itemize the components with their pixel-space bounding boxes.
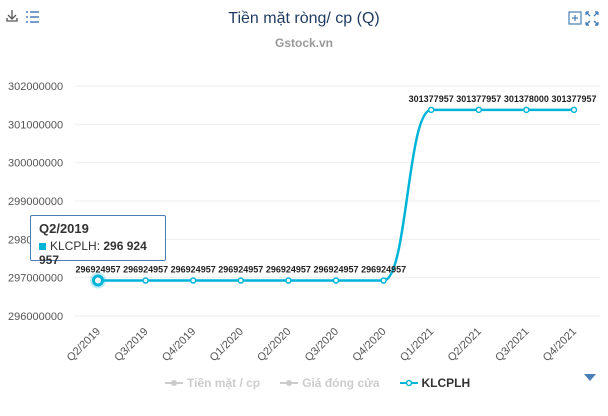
data-label: 301377957 — [551, 94, 596, 104]
data-label: 296924957 — [171, 265, 216, 275]
fullscreen-icon[interactable] — [585, 11, 599, 26]
legend-item-gia-dong-cua[interactable]: Giá đóng cửa — [280, 376, 380, 390]
data-label: 301377957 — [456, 94, 501, 104]
data-point[interactable] — [237, 277, 245, 284]
zoom-in-icon[interactable] — [568, 11, 582, 25]
y-tick-label: 297000000 — [8, 273, 63, 285]
x-tick-label: Q4/2019 — [160, 326, 198, 364]
x-tick-label: Q4/2020 — [350, 326, 388, 364]
legend-item-tien-mat[interactable]: Tiền mặt / cp — [165, 376, 260, 390]
data-label: 301377957 — [409, 94, 454, 104]
x-tick-label: Q2/2021 — [446, 326, 484, 364]
data-point[interactable] — [332, 277, 340, 284]
data-point[interactable] — [523, 106, 530, 114]
data-point[interactable] — [380, 277, 387, 284]
data-label: 296924957 — [313, 265, 358, 275]
data-point[interactable] — [427, 106, 435, 114]
y-tick-label: 300000000 — [8, 158, 63, 170]
legend-label: Giá đóng cửa — [302, 376, 380, 390]
y-tick-label: 299000000 — [8, 196, 63, 208]
tooltip-title: Q2/2019 — [39, 221, 89, 236]
x-tick-label: Q3/2021 — [493, 326, 531, 364]
data-point[interactable] — [92, 274, 104, 287]
x-tick-label: Q2/2019 — [65, 326, 103, 364]
data-label: 296924957 — [266, 265, 311, 275]
data-label: 301378000 — [504, 94, 549, 104]
data-label: 296924957 — [123, 265, 168, 275]
data-label: 296924957 — [75, 265, 120, 275]
data-point[interactable] — [142, 277, 149, 284]
legend-label: KLCPLH — [421, 376, 471, 390]
x-tick-label: Q3/2019 — [112, 326, 150, 364]
data-point[interactable] — [475, 106, 483, 114]
data-point[interactable] — [285, 277, 292, 284]
x-tick-label: Q2/2020 — [255, 326, 293, 364]
y-tick-label: 302000000 — [8, 81, 63, 93]
chart-title: Tiền mặt ròng/ cp (Q) — [228, 10, 380, 27]
y-tick-label: 296000000 — [8, 311, 63, 323]
data-label: 296924957 — [218, 265, 263, 275]
x-tick-label: Q1/2021 — [398, 326, 436, 364]
legend-label: Tiền mặt / cp — [187, 376, 261, 390]
legend: Tiền mặt / cp Giá đóng cửa KLCPLH — [165, 376, 470, 390]
menu-icon[interactable] — [26, 11, 39, 23]
tooltip-series: KLCPLH — [50, 239, 97, 253]
tooltip-value: 296 924 957 — [39, 239, 147, 267]
x-tick-label: Q3/2020 — [303, 326, 341, 364]
tooltip: Q2/2019 KLCPLH: 296 924 957 — [30, 215, 166, 267]
data-label: 296924957 — [361, 265, 406, 275]
legend-scroll-arrow[interactable] — [584, 374, 596, 381]
y-tick-label: 301000000 — [8, 119, 63, 131]
data-point[interactable] — [189, 277, 197, 284]
data-point[interactable] — [570, 106, 578, 114]
series-line-klcplh — [98, 108, 575, 282]
x-tick-label: Q1/2020 — [208, 326, 246, 364]
series-marker-icon — [39, 243, 46, 250]
download-icon[interactable] — [6, 10, 18, 22]
legend-item-klcplh[interactable]: KLCPLH — [399, 376, 471, 390]
chart-subtitle: Gstock.vn — [274, 36, 334, 50]
x-tick-label: Q4/2021 — [541, 326, 579, 364]
